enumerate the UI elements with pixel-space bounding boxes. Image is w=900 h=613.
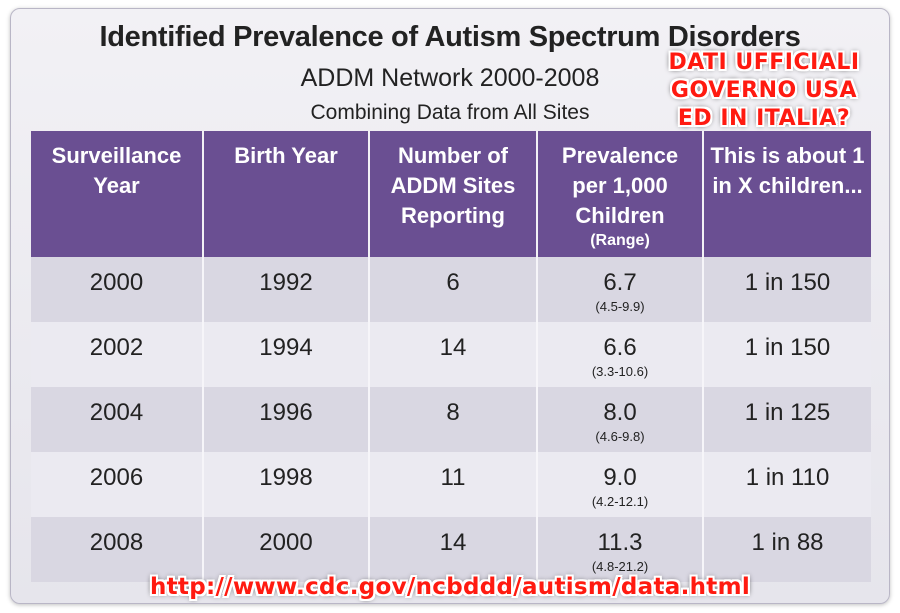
- cell-sites: 14: [368, 517, 537, 582]
- prevalence-value: 9.0: [603, 464, 637, 491]
- cell-surveillance-year: 2004: [31, 387, 203, 452]
- page-subtitle: ADDM Network 2000-2008: [300, 64, 600, 92]
- prevalence-value: 8.0: [603, 399, 637, 426]
- column-header-note: (Range): [590, 232, 650, 249]
- prevalence-range: (4.5-9.9): [595, 299, 645, 314]
- cell-ratio: 1 in 150: [702, 257, 871, 322]
- column-header-label: This is about 1 in X children...: [710, 143, 865, 198]
- column-header-birth-year: Birth Year: [202, 131, 369, 257]
- prevalence-range: (4.6-9.8): [595, 429, 645, 444]
- cell-prevalence: 6.7 (4.5-9.9): [536, 257, 703, 322]
- prevalence-value: 6.6: [603, 334, 637, 361]
- cell-surveillance-year: 2008: [31, 517, 203, 582]
- cell-surveillance-year: 2006: [31, 452, 203, 517]
- cell-birth-year: 2000: [202, 517, 369, 582]
- column-header-label: Surveillance Year: [51, 143, 182, 198]
- cell-ratio: 1 in 88: [702, 517, 871, 582]
- source-url-link[interactable]: http://www.cdc.gov/ncbddd/autism/data.ht…: [149, 574, 751, 600]
- page-subtitle-secondary: Combining Data from All Sites: [310, 101, 590, 124]
- stamp-line: DATI UFFICIALI: [668, 50, 860, 75]
- prevalence-range: (4.2-12.1): [591, 494, 649, 509]
- table-row: 2008 2000 14 11.3 (4.8-21.2) 1 in 88: [31, 517, 871, 582]
- prevalence-value: 6.7: [603, 269, 637, 296]
- table-row: 2004 1996 8 8.0 (4.6-9.8) 1 in 125: [31, 387, 871, 452]
- cell-surveillance-year: 2002: [31, 322, 203, 387]
- cell-birth-year: 1996: [202, 387, 369, 452]
- cell-sites: 11: [368, 452, 537, 517]
- cell-sites: 8: [368, 387, 537, 452]
- column-header-prevalence: Prevalence per 1,000 Children (Range): [536, 131, 703, 257]
- page-title: Identified Prevalence of Autism Spectrum…: [99, 21, 801, 53]
- prevalence-range: (4.8-21.2): [591, 559, 649, 574]
- stamp-line: GOVERNO USA: [670, 78, 858, 103]
- column-header-label: Birth Year: [234, 143, 338, 168]
- cell-sites: 6: [368, 257, 537, 322]
- cell-ratio: 1 in 110: [702, 452, 871, 517]
- table-row: 2000 1992 6 6.7 (4.5-9.9) 1 in 150: [31, 257, 871, 322]
- cell-ratio: 1 in 150: [702, 322, 871, 387]
- table-header-row: Surveillance Year Birth Year Number of A…: [31, 131, 871, 257]
- cell-sites: 14: [368, 322, 537, 387]
- column-header-surveillance-year: Surveillance Year: [31, 131, 203, 257]
- infographic-card: Identified Prevalence of Autism Spectrum…: [10, 8, 890, 604]
- overlay-stamp-text: DATI UFFICIALI GOVERNO USA ED IN ITALIA?: [649, 49, 879, 133]
- table-row: 2002 1994 14 6.6 (3.3-10.6) 1 in 150: [31, 322, 871, 387]
- cell-prevalence: 6.6 (3.3-10.6): [536, 322, 703, 387]
- prevalence-range: (3.3-10.6): [591, 364, 649, 379]
- cell-birth-year: 1992: [202, 257, 369, 322]
- column-header-label: Number of ADDM Sites Reporting: [390, 143, 516, 228]
- cell-prevalence: 8.0 (4.6-9.8): [536, 387, 703, 452]
- cell-birth-year: 1994: [202, 322, 369, 387]
- cell-prevalence: 9.0 (4.2-12.1): [536, 452, 703, 517]
- column-header-ratio: This is about 1 in X children...: [702, 131, 871, 257]
- stamp-line: ED IN ITALIA?: [677, 106, 851, 131]
- cell-birth-year: 1998: [202, 452, 369, 517]
- column-header-sites-reporting: Number of ADDM Sites Reporting: [368, 131, 537, 257]
- prevalence-table: Surveillance Year Birth Year Number of A…: [31, 131, 871, 582]
- table-row: 2006 1998 11 9.0 (4.2-12.1) 1 in 110: [31, 452, 871, 517]
- prevalence-value: 11.3: [597, 529, 643, 556]
- column-header-label: Prevalence per 1,000 Children: [561, 143, 679, 228]
- cell-surveillance-year: 2000: [31, 257, 203, 322]
- cell-ratio: 1 in 125: [702, 387, 871, 452]
- cell-prevalence: 11.3 (4.8-21.2): [536, 517, 703, 582]
